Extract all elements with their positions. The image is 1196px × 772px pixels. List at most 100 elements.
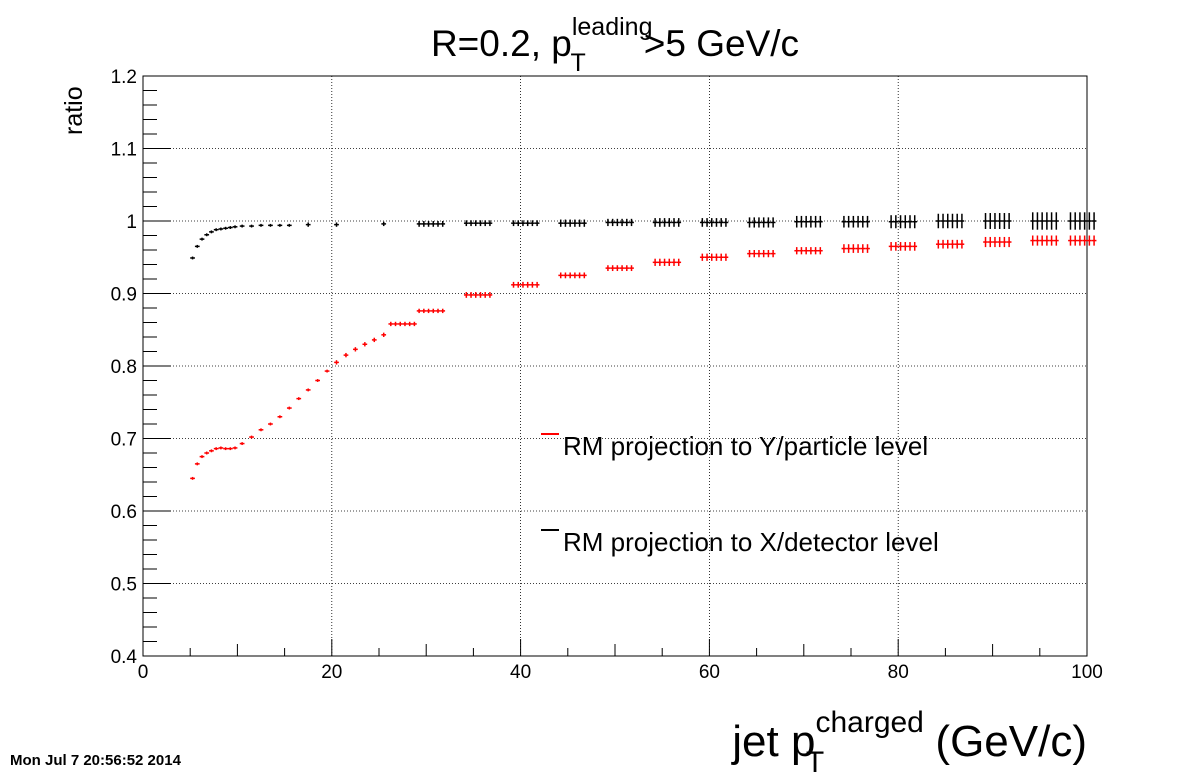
data-point [558, 219, 564, 227]
data-point [704, 218, 710, 227]
y-tick-label: 0.6 [111, 502, 137, 523]
data-point [1039, 235, 1045, 246]
data-point [258, 428, 264, 432]
data-point [794, 247, 800, 255]
data-point [581, 219, 587, 227]
data-point [1087, 235, 1092, 246]
data-point [652, 258, 658, 266]
data-point [520, 281, 526, 288]
data-point [907, 215, 913, 229]
data-point [959, 213, 965, 229]
data-point [468, 292, 474, 298]
data-point [1082, 235, 1087, 246]
data-point [605, 265, 611, 272]
data-point [888, 242, 894, 251]
data-point [846, 215, 851, 228]
data-point [478, 292, 483, 298]
data-point [239, 224, 245, 228]
data-point [610, 218, 615, 227]
y-tick-label: 1.2 [111, 67, 137, 88]
data-point [624, 218, 630, 227]
data-point [416, 308, 422, 314]
y-tick-label: 1 [126, 212, 137, 233]
data-point [808, 247, 814, 255]
data-point [808, 215, 814, 228]
data-point [1091, 212, 1097, 230]
x-tick-label: 60 [699, 662, 720, 683]
data-point [227, 447, 233, 451]
data-point [666, 218, 672, 227]
data-point [296, 397, 302, 401]
data-point [1030, 212, 1036, 230]
data-point [190, 256, 195, 260]
data-point [766, 250, 771, 258]
data-point [860, 215, 866, 228]
data-point [945, 239, 951, 249]
data-point [218, 446, 224, 450]
data-point [249, 435, 254, 439]
data-point [747, 217, 752, 228]
data-point [747, 250, 752, 258]
data-point [473, 220, 479, 227]
data-point [1053, 235, 1059, 246]
legend: RM projection to Y/particle level RM pro… [541, 431, 939, 557]
data-point [718, 253, 724, 261]
x-tick-label: 100 [1071, 662, 1103, 683]
y-tick-label: 0.5 [111, 575, 137, 596]
data-point [435, 221, 441, 227]
data-point [997, 213, 1003, 229]
series-detector-level [190, 212, 1097, 260]
data-point [286, 406, 292, 410]
data-point [463, 292, 469, 298]
data-point [657, 258, 663, 266]
data-point [912, 215, 918, 229]
data-point [258, 223, 264, 227]
data-point [605, 218, 611, 227]
data-point [907, 242, 913, 251]
data-point [1068, 212, 1073, 230]
data-point [1091, 235, 1097, 246]
x-tick-label: 40 [510, 662, 531, 683]
data-point [199, 455, 205, 459]
data-point [567, 272, 573, 279]
data-point [487, 220, 493, 227]
data-point [714, 253, 719, 261]
data-point [902, 215, 908, 229]
data-point [371, 337, 377, 343]
data-point [286, 223, 292, 227]
data-point [463, 220, 469, 227]
data-point [572, 272, 578, 279]
data-point [817, 215, 823, 228]
data-point [619, 265, 625, 272]
data-point [704, 253, 710, 261]
data-point [1077, 235, 1083, 246]
data-point [865, 244, 870, 253]
data-point [482, 292, 488, 298]
data-point [959, 239, 965, 249]
data-point [987, 236, 993, 248]
data-point [893, 215, 899, 229]
data-point [898, 215, 903, 229]
data-point [992, 236, 998, 248]
data-point [572, 219, 578, 227]
data-point [194, 244, 200, 248]
data-point [709, 218, 715, 227]
x-tick-label: 80 [888, 662, 909, 683]
data-point [194, 462, 200, 466]
data-point [997, 236, 1003, 248]
data-point [402, 321, 408, 327]
data-point [756, 217, 762, 228]
data-point [1002, 213, 1007, 229]
data-point [1049, 212, 1054, 230]
data-point [525, 281, 531, 288]
data-point [558, 272, 564, 279]
y-tick-label: 0.8 [111, 357, 137, 378]
data-point [563, 272, 568, 279]
data-point [770, 217, 776, 228]
data-point [430, 308, 436, 314]
data-point [893, 242, 899, 251]
data-point [912, 242, 918, 251]
data-point [761, 250, 767, 258]
data-point [232, 446, 238, 450]
